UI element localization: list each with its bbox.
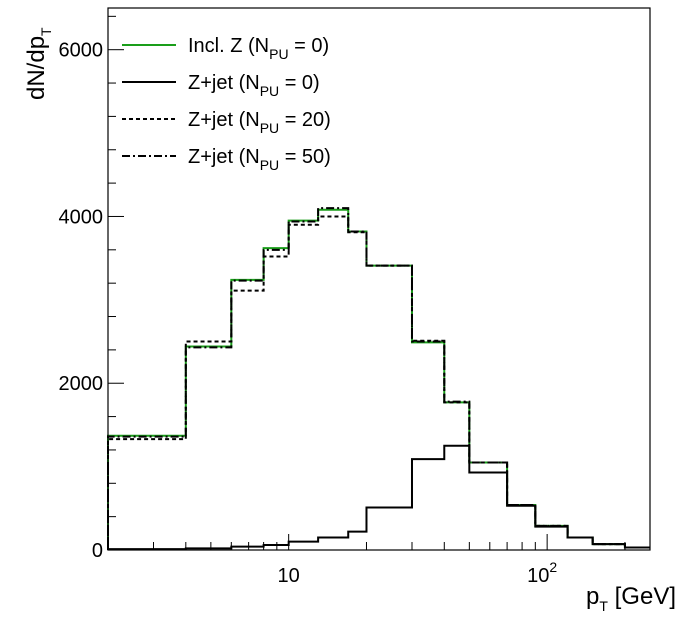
plot-frame: [107, 7, 651, 551]
y-axis-title-sub: T: [38, 27, 54, 36]
legend-label-2: Z+jet (NPU = 20): [188, 109, 331, 136]
plot-content: [107, 207, 650, 551]
tick-labels: 0 2000 4000 6000 10 102: [59, 40, 558, 587]
x-axis-title-unit: [GeV]: [608, 583, 676, 610]
x-axis-title-sub: T: [599, 598, 608, 614]
y-tick-label: 2000: [59, 373, 104, 395]
x-axis-title-main: p: [586, 583, 599, 610]
legend-label-1: Z+jet (NPU = 0): [188, 72, 320, 99]
y-axis-title: dN/dpT: [23, 27, 54, 100]
legend-label-0: Incl. Z (NPU = 0): [188, 35, 329, 62]
series-line-2: [107, 215, 650, 550]
x-axis-title: pT [GeV]: [586, 583, 676, 614]
y-tick-label: 6000: [59, 40, 104, 62]
axis-ticks: [107, 15, 626, 551]
y-tick-label: 4000: [59, 206, 104, 228]
series-line-3: [107, 207, 650, 550]
legend: Incl. Z (NPU = 0) Z+jet (NPU = 0) Z+jet (N…: [122, 35, 331, 173]
y-axis-title-main: dN/dp: [23, 36, 50, 100]
y-tick-label: 0: [92, 540, 103, 562]
legend-label-3: Z+jet (NPU = 50): [188, 146, 331, 173]
x-tick-label: 10: [278, 565, 300, 587]
x-tick-label: 102: [527, 559, 557, 587]
